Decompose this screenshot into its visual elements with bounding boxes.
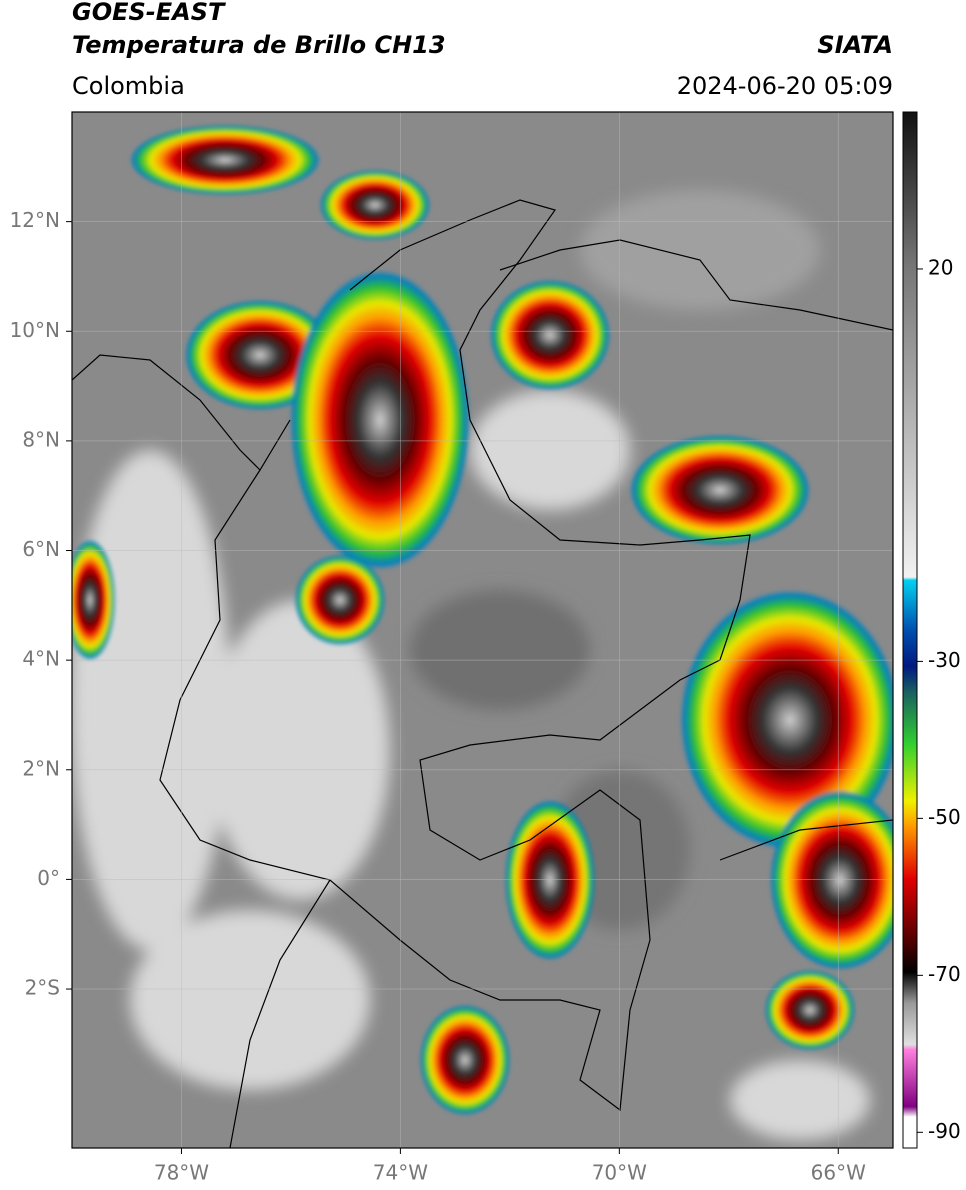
colorbar-label: -90 — [928, 1119, 961, 1143]
map-frame — [71, 111, 894, 1149]
datetime: 2024-06-20 05:09 — [677, 72, 893, 100]
x-tick-label: 74°W — [373, 1161, 428, 1185]
y-tick-label: 0° — [37, 866, 60, 890]
y-tick-label: 4°N — [22, 647, 60, 671]
y-tick-label: 12°N — [10, 208, 60, 232]
source: SIATA — [817, 31, 893, 59]
x-tick-label: 66°W — [811, 1161, 866, 1185]
colorbar-label: -70 — [928, 962, 961, 986]
y-tick-label: 2°N — [22, 756, 60, 780]
colorbar — [902, 111, 918, 1149]
colorbar-label: -50 — [928, 805, 961, 829]
y-tick-label: 10°N — [10, 318, 60, 342]
y-tick-label: 8°N — [22, 427, 60, 451]
borders — [72, 199, 893, 1148]
x-tick-label: 70°W — [592, 1161, 647, 1185]
colorbar-label: -30 — [928, 648, 961, 672]
subtitle: Temperatura de Brillo CH13 — [72, 31, 446, 59]
imagery — [72, 112, 893, 1148]
x-tick-label: 78°W — [154, 1161, 209, 1185]
grid — [72, 112, 893, 1148]
colorbar-label: 20 — [928, 255, 953, 279]
region: Colombia — [72, 72, 185, 100]
y-tick-label: 6°N — [22, 537, 60, 561]
y-tick-label: 2°S — [25, 976, 60, 1000]
title: GOES-EAST — [72, 0, 226, 26]
